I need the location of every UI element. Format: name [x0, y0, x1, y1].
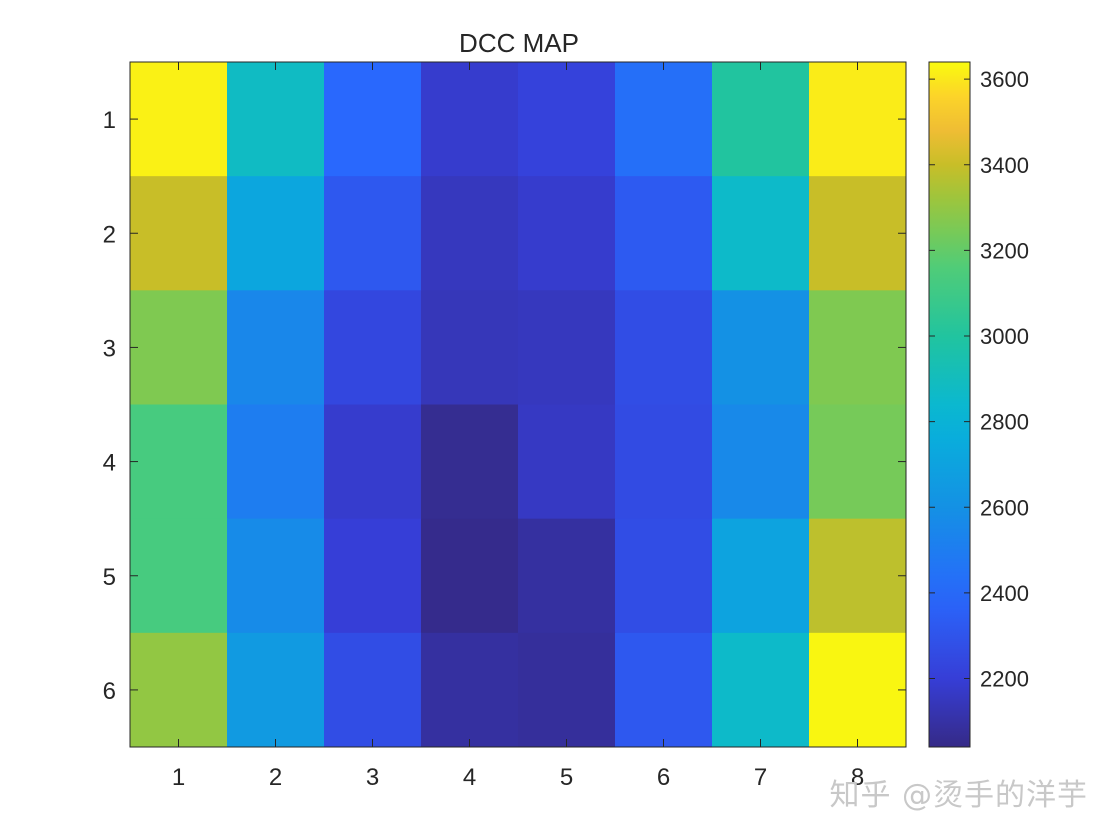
axis-ticks: 1 2 3 4 5 6 7 8 1 2 3 4 5 6	[103, 62, 906, 791]
heatmap-cell-r6-c3	[324, 632, 422, 748]
heatmap-cell-r4-c2	[227, 404, 325, 520]
heatmap-cell-r3-c3	[324, 290, 422, 405]
heatmap-cell-r5-c2	[227, 518, 325, 634]
heatmap-cell-r4-c1	[130, 404, 228, 520]
heatmap-cell-r2-c3	[324, 176, 422, 291]
heatmap-cell-r2-c6	[615, 176, 713, 291]
heatmap-cell-r1-c8	[809, 62, 907, 177]
axes-box	[129, 61, 907, 748]
x-tick-label: 4	[463, 764, 476, 791]
heatmap-cell-r5-c6	[615, 518, 713, 634]
colorbar-gradient	[928, 61, 971, 748]
heatmap-cell-r1-c3	[324, 62, 422, 177]
heatmap-cell-r3-c5	[518, 290, 616, 405]
heatmap-cell-r1-c1	[130, 62, 228, 177]
heatmap-cell-r5-c7	[712, 518, 810, 634]
heatmap-cell-r3-c6	[615, 290, 713, 405]
heatmap-cell-r6-c1	[130, 632, 228, 748]
colorbar-tick-label: 2200	[980, 667, 1029, 692]
heatmap-cell-r2-c1	[130, 176, 228, 291]
heatmap-cell-r1-c4	[421, 62, 519, 177]
x-tick-label: 7	[754, 764, 767, 791]
x-tick-label: 3	[366, 764, 379, 791]
heatmap-cell-r2-c2	[227, 176, 325, 291]
y-tick-label: 3	[103, 335, 116, 362]
x-tick-label: 8	[851, 764, 864, 791]
heatmap-cell-r1-c5	[518, 62, 616, 177]
heatmap-cell-r6-c8	[809, 632, 907, 748]
heatmap-cell-r3-c7	[712, 290, 810, 405]
heatmap-cell-r4-c6	[615, 404, 713, 520]
heatmap-cell-r5-c1	[130, 518, 228, 634]
heatmap-cell-r6-c5	[518, 632, 616, 748]
heatmap-cell-r4-c3	[324, 404, 422, 520]
heatmap-cell-r4-c5	[518, 404, 616, 520]
heatmap-cell-r1-c6	[615, 62, 713, 177]
colorbar-tick-label: 2800	[980, 410, 1029, 435]
heatmap-cell-r6-c4	[421, 632, 519, 748]
colorbar-tick-label: 3400	[980, 153, 1029, 178]
heatmap-cell-r3-c1	[130, 290, 228, 405]
heatmap-cell-r4-c7	[712, 404, 810, 520]
y-tick-label: 6	[103, 678, 116, 705]
colorbar: 2200 2400 2600 2800 3000 3200 3400 3600	[928, 61, 1029, 748]
heatmap-cell-r5-c5	[518, 518, 616, 634]
heatmap-cell-r2-c5	[518, 176, 616, 291]
colorbar-tick-label: 3200	[980, 238, 1029, 263]
colorbar-tick-label: 3600	[980, 67, 1029, 92]
y-tick-label: 2	[103, 221, 116, 248]
y-tick-label: 4	[103, 450, 116, 477]
heatmap-cells	[130, 62, 907, 748]
heatmap-cell-r4-c8	[809, 404, 907, 520]
heatmap-cell-r5-c4	[421, 518, 519, 634]
heatmap-cell-r4-c4	[421, 404, 519, 520]
heatmap-cell-r3-c2	[227, 290, 325, 405]
heatmap-cell-r2-c7	[712, 176, 810, 291]
colorbar-tick-label: 3000	[980, 324, 1029, 349]
chart-title: DCC MAP	[459, 28, 579, 58]
heatmap-cell-r6-c6	[615, 632, 713, 748]
heatmap-cell-r2-c8	[809, 176, 907, 291]
x-tick-label: 2	[269, 764, 282, 791]
colorbar-tick-label: 2400	[980, 581, 1029, 606]
heatmap-cell-r3-c8	[809, 290, 907, 405]
heatmap-cell-r5-c8	[809, 518, 907, 634]
watermark: 知乎 @烫手的洋芋	[829, 778, 1088, 813]
x-tick-label: 1	[172, 764, 185, 791]
y-tick-label: 5	[103, 564, 116, 591]
heatmap-cell-r6-c7	[712, 632, 810, 748]
colorbar-tick-label: 2600	[980, 495, 1029, 520]
heatmap-cell-r1-c7	[712, 62, 810, 177]
x-tick-label: 5	[560, 764, 573, 791]
heatmap-cell-r3-c4	[421, 290, 519, 405]
heatmap-cell-r1-c2	[227, 62, 325, 177]
x-tick-label: 6	[657, 764, 670, 791]
heatmap-cell-r6-c2	[227, 632, 325, 748]
y-tick-label: 1	[103, 107, 116, 134]
heatmap-cell-r5-c3	[324, 518, 422, 634]
heatmap-cell-r2-c4	[421, 176, 519, 291]
